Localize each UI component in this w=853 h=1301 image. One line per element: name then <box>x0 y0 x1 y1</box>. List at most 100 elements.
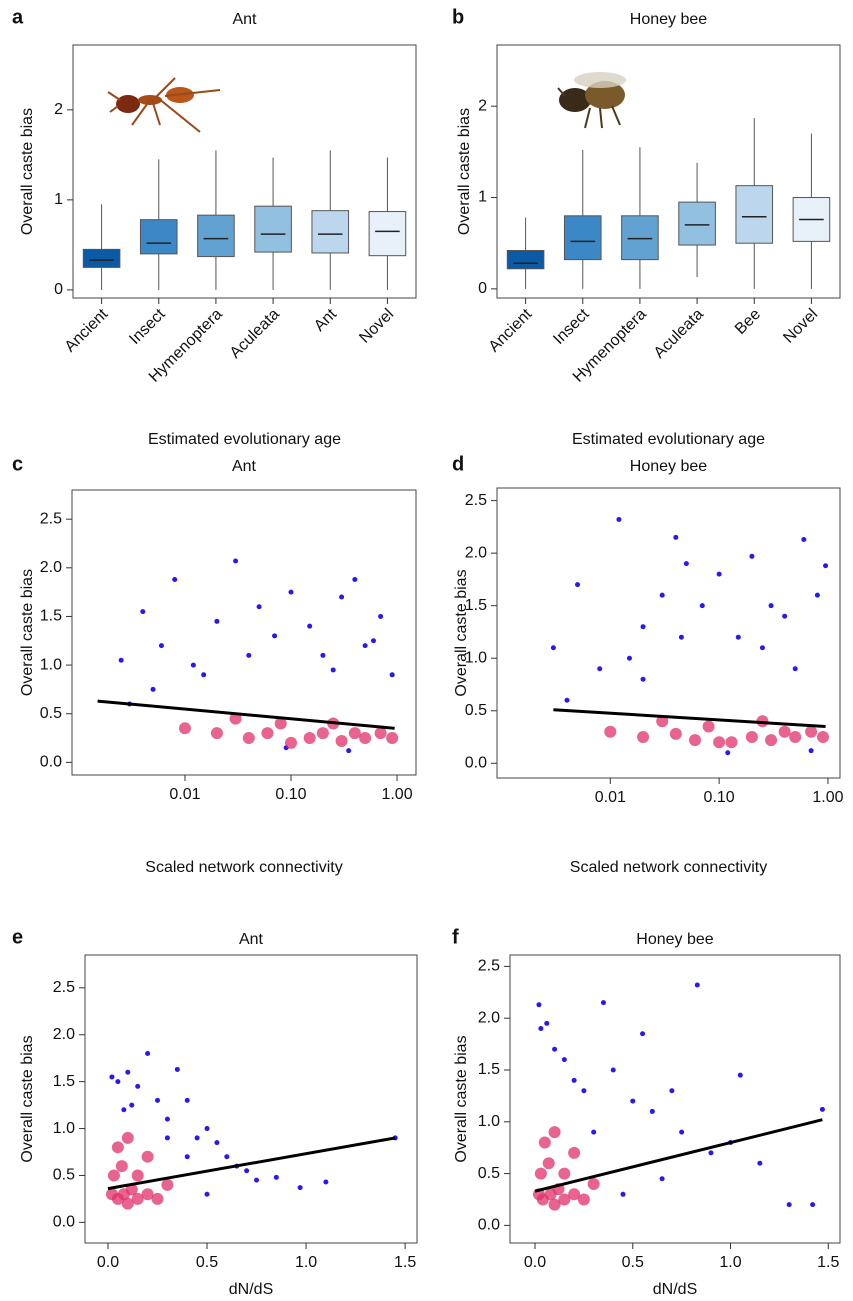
point <box>637 731 650 744</box>
point <box>178 722 191 735</box>
y-tick-label: 2 <box>54 101 63 118</box>
x-axis-label: Estimated evolutionary age <box>148 431 341 448</box>
y-tick-label: 1 <box>54 191 63 208</box>
panel-label: b <box>452 6 464 28</box>
point <box>141 1150 154 1163</box>
point <box>320 652 326 658</box>
point <box>688 734 701 747</box>
x-tick-label: 0.0 <box>524 1254 546 1271</box>
point <box>568 1188 581 1201</box>
point <box>125 1069 131 1075</box>
point <box>151 1192 164 1205</box>
point <box>131 1192 144 1205</box>
point <box>323 1179 329 1185</box>
point <box>550 645 556 651</box>
point <box>111 1141 124 1154</box>
x-tick-label: 0.01 <box>595 789 626 806</box>
x-tick-label: Novel <box>356 306 397 347</box>
y-tick-label: 1.5 <box>53 1073 75 1090</box>
point <box>288 589 294 595</box>
bee-picture <box>557 72 626 129</box>
point <box>759 645 765 651</box>
box <box>197 214 235 258</box>
point <box>699 603 705 609</box>
point <box>640 624 646 630</box>
y-tick-label: 0 <box>478 280 487 297</box>
point <box>536 1002 542 1008</box>
point <box>109 1074 115 1080</box>
point <box>224 1154 230 1160</box>
point <box>129 1102 135 1108</box>
point <box>735 634 741 640</box>
point <box>587 1177 600 1190</box>
point <box>145 1051 151 1057</box>
point <box>737 1072 743 1078</box>
x-tick-label: 0.10 <box>704 789 735 806</box>
point <box>810 1202 816 1208</box>
point <box>808 748 814 754</box>
x-tick-label: 0.01 <box>169 786 200 803</box>
plot-frame <box>72 44 417 299</box>
point <box>244 1168 250 1174</box>
panel-label: a <box>12 6 24 28</box>
point <box>597 666 603 672</box>
point <box>297 1185 303 1191</box>
fit-line <box>107 1136 396 1191</box>
y-tick-label: 1.5 <box>465 597 487 614</box>
y-axis-label: Overall caste bias <box>19 569 36 696</box>
y-tick-label: 1.0 <box>465 649 487 666</box>
y-tick-label: 0.0 <box>465 755 487 772</box>
x-tick-label: 1.5 <box>817 1254 839 1271</box>
point <box>107 1169 120 1182</box>
point <box>371 638 377 644</box>
point <box>348 727 361 740</box>
box <box>735 185 774 244</box>
point <box>538 1136 551 1149</box>
box <box>506 250 545 270</box>
point <box>346 748 352 754</box>
box <box>254 205 292 253</box>
y-tick-label: 2.5 <box>465 492 487 509</box>
point <box>284 736 297 749</box>
x-tick-label: 0.5 <box>196 1254 218 1271</box>
x-axis-label: dN/dS <box>653 1281 697 1298</box>
x-tick-label: 1.0 <box>719 1254 741 1271</box>
point <box>656 715 669 728</box>
point <box>694 982 700 988</box>
point <box>765 734 778 747</box>
y-tick-label: 2.5 <box>40 510 62 527</box>
point <box>640 676 646 682</box>
point <box>725 736 738 749</box>
panel-label: d <box>452 453 464 475</box>
point <box>564 697 570 703</box>
ant-picture <box>107 77 221 133</box>
point <box>805 725 818 738</box>
point <box>749 553 755 559</box>
point <box>210 727 223 740</box>
point <box>155 1097 161 1103</box>
y-axis-label: Overall caste bias <box>453 569 470 696</box>
point <box>242 732 255 745</box>
point <box>378 613 384 619</box>
y-tick-label: 0.5 <box>53 1167 75 1184</box>
point <box>561 1057 567 1063</box>
panel-title: Honey bee <box>630 11 707 28</box>
point <box>819 1106 825 1112</box>
point <box>158 643 164 649</box>
box <box>678 201 716 246</box>
point <box>568 1146 581 1159</box>
point <box>669 727 682 740</box>
x-axis-label: Scaled network connectivity <box>145 859 342 876</box>
point <box>616 517 622 523</box>
point <box>534 1167 547 1180</box>
plot-frame <box>71 489 417 776</box>
panel-label: e <box>12 926 23 948</box>
point <box>374 727 387 740</box>
point <box>261 727 274 740</box>
point <box>814 592 820 598</box>
point <box>274 717 287 730</box>
point <box>135 1083 141 1089</box>
point <box>792 666 798 672</box>
